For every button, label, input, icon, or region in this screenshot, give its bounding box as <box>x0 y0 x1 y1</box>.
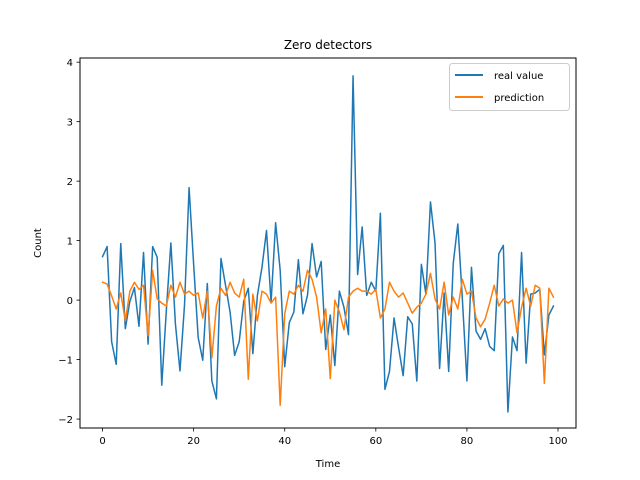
x-tick-label: 20 <box>187 436 200 447</box>
x-tick-label: 80 <box>461 436 474 447</box>
axes-frame <box>79 57 577 429</box>
series-line-real-value <box>101 75 555 413</box>
chart-title: Zero detectors <box>284 38 372 52</box>
y-tick-label: 1 <box>67 237 73 248</box>
y-ticks: −2 −1 0 1 2 3 4 <box>58 58 80 426</box>
y-tick-label: 3 <box>67 118 73 129</box>
series-layer <box>101 75 555 413</box>
y-tick-label: −1 <box>58 356 73 367</box>
legend: real value prediction <box>449 63 570 111</box>
series-line-prediction <box>101 269 555 407</box>
y-axis-label: Count <box>33 228 44 258</box>
x-axis-label: Time <box>315 459 340 470</box>
y-tick-label: 4 <box>67 58 73 69</box>
x-tick-label: 40 <box>278 436 291 447</box>
x-tick-label: 0 <box>99 436 105 447</box>
x-tick-label: 100 <box>548 436 567 447</box>
legend-label-prediction: prediction <box>494 93 544 104</box>
y-tick-label: −2 <box>58 415 73 426</box>
x-ticks: 0 20 40 60 80 100 <box>99 428 568 447</box>
y-tick-label: 0 <box>67 296 73 307</box>
x-tick-label: 60 <box>369 436 382 447</box>
y-tick-label: 2 <box>67 177 73 188</box>
legend-label-real-value: real value <box>494 71 543 82</box>
plot-area <box>80 58 576 428</box>
